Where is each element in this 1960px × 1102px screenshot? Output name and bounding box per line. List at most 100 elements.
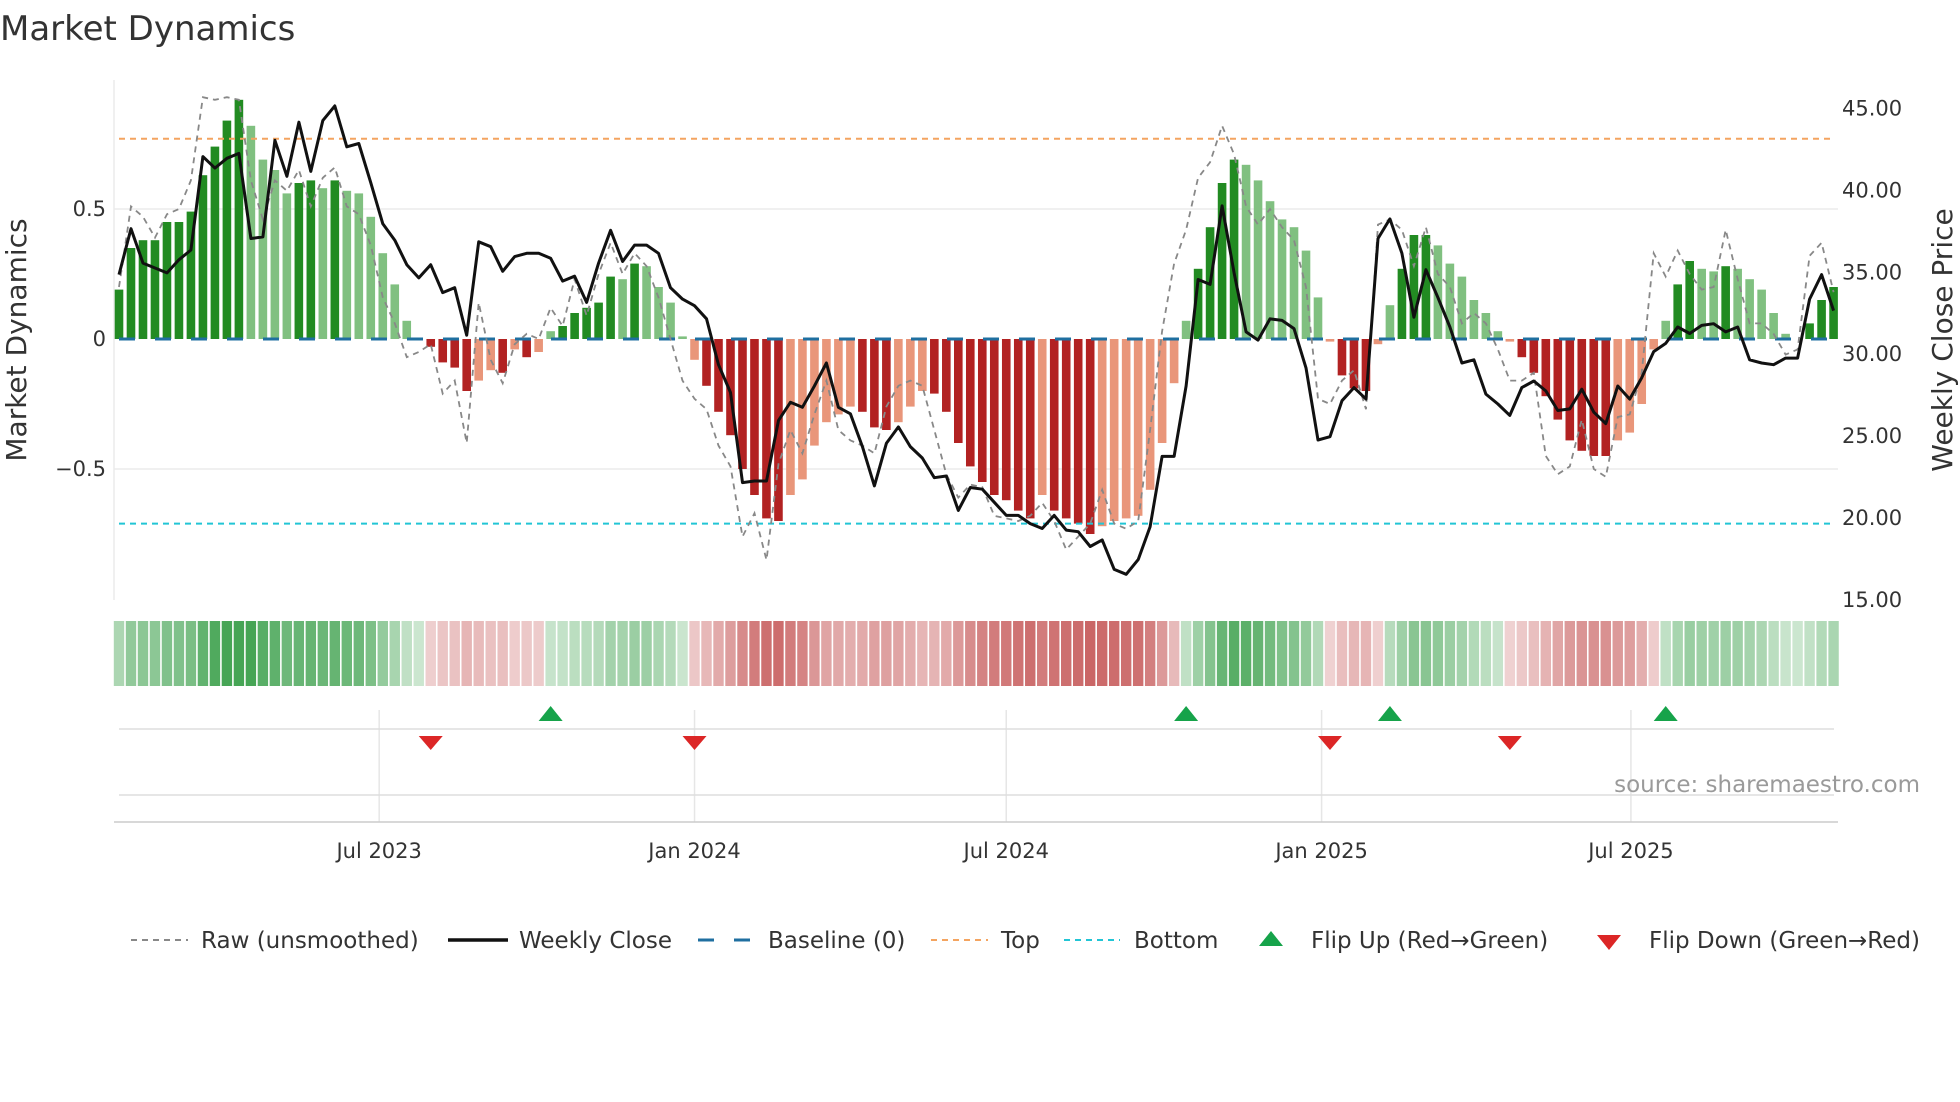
dynamics-bar bbox=[1577, 339, 1587, 451]
heat-strip-cell bbox=[1732, 621, 1743, 686]
heat-strip-cell bbox=[1001, 621, 1012, 686]
dynamics-bar bbox=[330, 180, 340, 339]
heat-strip-cell bbox=[1324, 621, 1336, 686]
dynamics-bar bbox=[954, 339, 963, 443]
heat-strip-cell bbox=[1156, 621, 1168, 686]
heat-strip-cell bbox=[1252, 621, 1264, 686]
flip-up-marker-icon bbox=[1174, 706, 1199, 721]
left-tick-label: −0.5 bbox=[55, 457, 106, 481]
heat-strip-cell bbox=[125, 621, 137, 686]
dynamics-bar bbox=[174, 222, 184, 339]
dynamics-bar bbox=[1313, 297, 1323, 339]
heat-strip-cell bbox=[1096, 621, 1108, 686]
heat-strip-cell bbox=[1648, 621, 1659, 686]
dynamics-bar bbox=[342, 190, 352, 339]
dynamics-bar bbox=[1673, 284, 1682, 339]
heat-strip-cell bbox=[1276, 621, 1288, 686]
dynamics-bar bbox=[666, 302, 675, 339]
heat-strip-cell bbox=[917, 621, 928, 686]
heat-strip-cell bbox=[1828, 621, 1839, 686]
heat-strip-cell bbox=[1780, 621, 1791, 686]
heat-strip-cell bbox=[1312, 621, 1324, 686]
heat-strip-cell bbox=[1216, 621, 1228, 686]
heat-strip-cell bbox=[1144, 621, 1156, 686]
heat-strip-cell bbox=[557, 621, 568, 686]
dynamics-bar bbox=[1529, 339, 1539, 373]
dynamics-bar bbox=[390, 284, 400, 339]
dynamics-bar bbox=[570, 313, 579, 339]
dynamics-bar bbox=[1121, 339, 1131, 519]
dynamics-bar bbox=[1397, 268, 1407, 339]
dynamics-bar bbox=[965, 339, 975, 467]
flip-up-marker-icon bbox=[538, 706, 563, 721]
dynamics-bar bbox=[162, 222, 172, 339]
regime-heat-strip bbox=[113, 621, 1839, 686]
heat-strip-cell bbox=[1576, 621, 1587, 686]
dynamics-bar bbox=[690, 339, 699, 360]
heat-strip-cell bbox=[329, 621, 341, 686]
dynamics-bar bbox=[522, 339, 531, 358]
heat-strip-cell bbox=[1073, 621, 1084, 686]
heat-strip-cell bbox=[1612, 621, 1623, 686]
heat-strip-cell bbox=[221, 621, 233, 686]
heat-strip-cell bbox=[1360, 621, 1372, 686]
dynamics-bar bbox=[306, 180, 316, 339]
dynamics-bar bbox=[366, 216, 376, 339]
heat-strip-cell bbox=[965, 621, 976, 686]
heat-strip-cell bbox=[377, 621, 388, 686]
dynamics-bar bbox=[1553, 339, 1563, 420]
legend-flip-down-label: Flip Down (Green→Red) bbox=[1649, 928, 1920, 954]
dynamics-bar bbox=[618, 279, 627, 339]
heat-strip-cell bbox=[929, 621, 940, 686]
legend-raw-label: Raw (unsmoothed) bbox=[201, 928, 419, 954]
dynamics-bar bbox=[1157, 339, 1167, 443]
right-tick-label: 15.00 bbox=[1842, 588, 1902, 612]
dynamics-bar bbox=[810, 339, 819, 446]
dynamics-bar bbox=[1709, 271, 1718, 339]
heat-strip-cell bbox=[197, 621, 209, 686]
heat-strip-cell bbox=[485, 621, 496, 686]
left-axis-ticks: 0.5 0 −0.5 bbox=[55, 197, 106, 481]
heat-strip-cell bbox=[689, 621, 700, 686]
dynamics-bar bbox=[774, 339, 783, 521]
dynamics-bar bbox=[1373, 339, 1383, 345]
heat-strip-cell bbox=[1372, 621, 1384, 686]
heat-strip-cell bbox=[1480, 621, 1492, 686]
dynamics-bar bbox=[1829, 287, 1838, 339]
flip-down-marker-icon bbox=[682, 736, 707, 750]
heat-strip-cell bbox=[1396, 621, 1408, 686]
heat-strip-cell bbox=[725, 621, 736, 686]
heat-strip-cell bbox=[437, 621, 448, 686]
dynamics-bar bbox=[642, 266, 651, 339]
heat-strip-cell bbox=[1744, 621, 1755, 686]
heat-strip-cell bbox=[1756, 621, 1767, 686]
dynamics-bar bbox=[930, 339, 939, 394]
dynamics-bar bbox=[678, 336, 687, 339]
heat-strip-cell bbox=[449, 621, 460, 686]
heat-strip-cell bbox=[305, 621, 317, 686]
heat-strip-cell bbox=[1600, 621, 1611, 686]
legend-flip-down-icon bbox=[1597, 935, 1621, 950]
dynamics-bar bbox=[582, 307, 591, 339]
heat-strip-cell bbox=[617, 621, 628, 686]
heat-strip-cell bbox=[821, 621, 832, 686]
dynamics-bar bbox=[438, 339, 448, 363]
dynamics-bar bbox=[1781, 333, 1790, 339]
dynamics-bar bbox=[834, 339, 843, 415]
dynamics-bar bbox=[1385, 305, 1395, 339]
dynamics-bar bbox=[989, 339, 999, 495]
heat-strip-cell bbox=[833, 621, 844, 686]
heat-strip-cell bbox=[1684, 621, 1695, 686]
dynamics-bar bbox=[1325, 339, 1335, 342]
dynamics-bar bbox=[1289, 227, 1299, 339]
heat-strip-cell bbox=[1552, 621, 1563, 686]
dynamics-bar bbox=[1361, 339, 1371, 391]
heat-strip-cell bbox=[1720, 621, 1731, 686]
heat-strip-cell bbox=[701, 621, 712, 686]
x-tick-label: Jan 2025 bbox=[1273, 839, 1368, 863]
dynamics-bar bbox=[786, 339, 795, 495]
heat-strip-cell bbox=[509, 621, 520, 686]
dynamics-bar bbox=[474, 339, 483, 381]
flip-down-marker-icon bbox=[418, 736, 443, 750]
dynamics-bar bbox=[654, 287, 663, 339]
